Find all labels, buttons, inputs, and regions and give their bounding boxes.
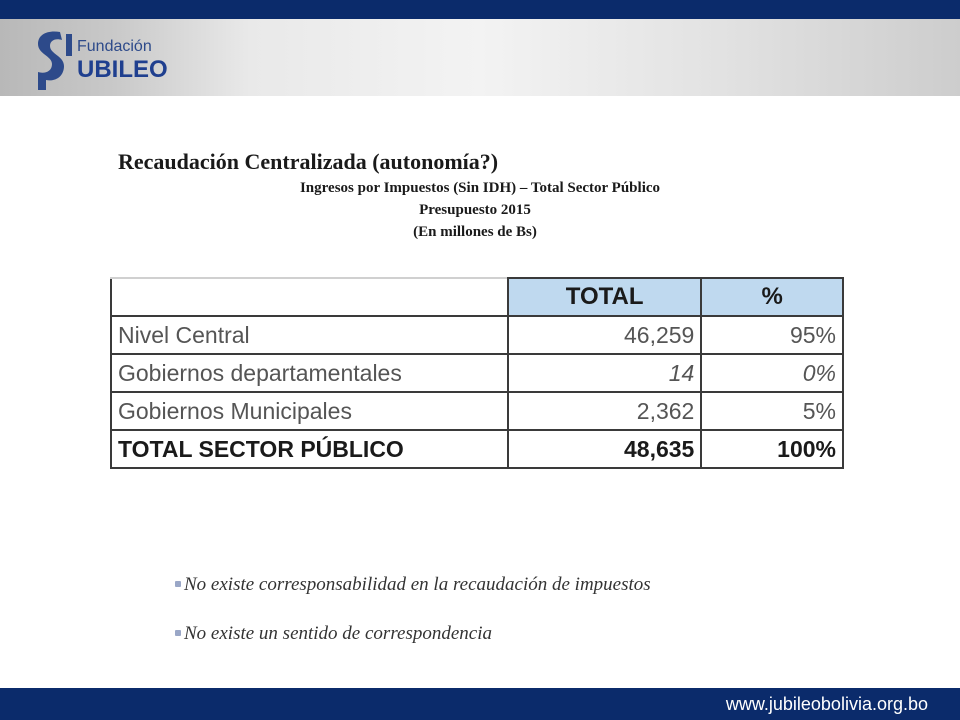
bullet-text: No existe corresponsabilidad en la recau… <box>184 574 651 595</box>
header-blank-cell <box>110 277 509 317</box>
bullet-dot-icon <box>175 580 181 587</box>
slide-units: (En millones de Bs) <box>413 224 537 240</box>
header-total: TOTAL <box>506 277 703 317</box>
header-percent: % <box>700 277 844 317</box>
table-row: Gobiernos departamentales 14 0% <box>110 353 844 393</box>
bullet-item: No existe un sentido de correspondencia <box>175 621 651 647</box>
row-total: 2,362 <box>506 391 703 431</box>
total-label: TOTAL SECTOR PÚBLICO <box>110 429 509 469</box>
logo-text-fundacion: Fundación <box>77 38 152 55</box>
table-row: Nivel Central 46,259 95% <box>110 315 844 355</box>
bullet-text: No existe un sentido de correspondencia <box>184 623 492 644</box>
table-total-row: TOTAL SECTOR PÚBLICO 48,635 100% <box>110 429 844 469</box>
website-link[interactable]: www.jubileobolivia.org.bo <box>725 694 928 714</box>
slide-subtitle: Ingresos por Impuestos (Sin IDH) – Total… <box>299 180 661 196</box>
bullet-item: No existe corresponsabilidad en la recau… <box>175 572 651 598</box>
row-label: Gobiernos departamentales <box>110 353 509 393</box>
row-total: 46,259 <box>506 315 703 355</box>
row-total: 14 <box>506 353 703 393</box>
row-percent: 5% <box>700 391 844 431</box>
total-percent: 100% <box>700 429 844 469</box>
total-value: 48,635 <box>506 429 703 469</box>
header-band <box>0 19 960 96</box>
footer-bar: www.jubileobolivia.org.bo <box>0 688 960 720</box>
table-row: Gobiernos Municipales 2,362 5% <box>110 391 844 431</box>
row-percent: 0% <box>700 353 844 393</box>
row-label: Gobiernos Municipales <box>110 391 509 431</box>
logo-text-jubileo: UBILEO <box>77 56 168 83</box>
slide-title: Recaudación Centralizada (autonomía?) <box>118 149 499 174</box>
row-percent: 95% <box>700 315 844 355</box>
fundacion-jubileo-logo: Fundación UBILEO <box>30 28 168 94</box>
table-header-row: TOTAL % <box>110 277 844 317</box>
row-label: Nivel Central <box>110 315 509 355</box>
slide-budget-year: Presupuesto 2015 <box>419 202 531 218</box>
logo-emblem-icon <box>38 31 72 90</box>
bullet-list: No existe corresponsabilidad en la recau… <box>175 572 651 647</box>
top-bar <box>0 0 960 19</box>
bullet-dot-icon <box>175 629 181 636</box>
tax-revenue-table: TOTAL % Nivel Central 46,259 95% Gobiern… <box>110 277 844 469</box>
